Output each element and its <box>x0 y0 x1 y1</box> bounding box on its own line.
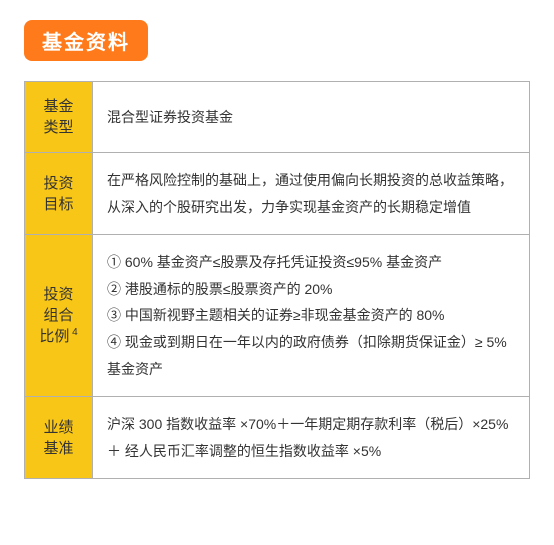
row-label: 基金类型 <box>25 82 93 153</box>
row-content: ① 60% 基金资产≤股票及存托凭证投资≤95% 基金资产② 港股通标的股票≤股… <box>93 235 530 397</box>
row-content: 混合型证券投资基金 <box>93 82 530 153</box>
section-title-badge: 基金资料 <box>24 20 148 61</box>
row-label: 业绩基准 <box>25 397 93 479</box>
row-label: 投资组合比例 4 <box>25 235 93 397</box>
footnote-marker: 4 <box>69 327 77 338</box>
table-row: 投资组合比例 4① 60% 基金资产≤股票及存托凭证投资≤95% 基金资产② 港… <box>25 235 530 397</box>
fund-info-table: 基金类型混合型证券投资基金投资目标在严格风险控制的基础上，通过使用偏向长期投资的… <box>24 81 530 479</box>
row-content: 沪深 300 指数收益率 ×70%＋一年期定期存款利率（税后）×25%＋ 经人民… <box>93 397 530 479</box>
table-row: 投资目标在严格风险控制的基础上，通过使用偏向长期投资的总收益策略，从深入的个股研… <box>25 153 530 235</box>
table-row: 业绩基准沪深 300 指数收益率 ×70%＋一年期定期存款利率（税后）×25%＋… <box>25 397 530 479</box>
content-item: ① 60% 基金资产≤股票及存托凭证投资≤95% 基金资产 <box>107 249 515 276</box>
table-row: 基金类型混合型证券投资基金 <box>25 82 530 153</box>
content-item: ② 港股通标的股票≤股票资产的 20% <box>107 276 515 303</box>
content-item: ③ 中国新视野主题相关的证券≥非现金基金资产的 80% <box>107 302 515 329</box>
content-item: ④ 现金或到期日在一年以内的政府债券（扣除期货保证金）≥ 5% 基金资产 <box>107 329 515 382</box>
row-content: 在严格风险控制的基础上，通过使用偏向长期投资的总收益策略，从深入的个股研究出发，… <box>93 153 530 235</box>
row-label: 投资目标 <box>25 153 93 235</box>
